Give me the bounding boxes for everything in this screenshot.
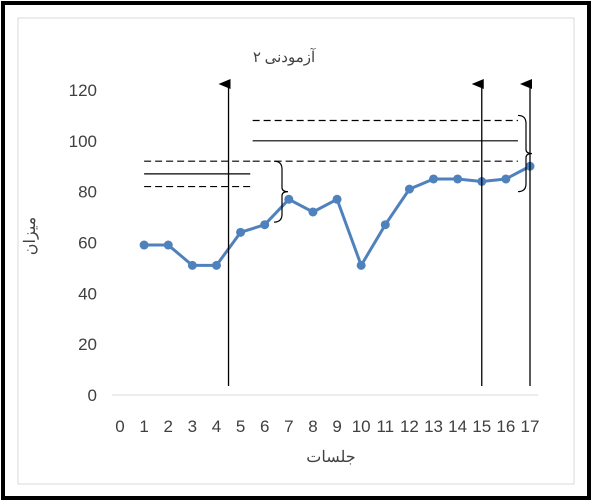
chart-title: آزمودنی ۲	[253, 48, 316, 66]
reference-bands	[144, 119, 518, 188]
x-tick-label: 11	[376, 417, 394, 436]
y-tick-label: 40	[78, 284, 97, 303]
y-tick-label: 80	[78, 183, 97, 202]
x-tick-label: 0	[115, 417, 124, 436]
y-tick-label: 20	[78, 335, 97, 354]
x-tick-label: 7	[284, 417, 293, 436]
data-point	[429, 174, 439, 184]
data-point	[139, 240, 149, 250]
x-tick-label: 1	[139, 417, 148, 436]
data-point	[404, 184, 414, 194]
x-tick-label: 17	[521, 417, 540, 436]
data-series	[139, 161, 535, 270]
data-point	[284, 194, 294, 204]
x-tick-label: 13	[424, 417, 443, 436]
x-tick-label: 14	[448, 417, 467, 436]
x-tick-label: 9	[332, 417, 341, 436]
x-tick-label: 10	[352, 417, 371, 436]
x-tick-label: 15	[472, 417, 491, 436]
y-axis-title: میزان	[22, 217, 39, 255]
x-tick-label: 3	[188, 417, 197, 436]
y-tick-label: 0	[88, 386, 97, 405]
y-tick-label: 60	[78, 234, 97, 253]
y-axis-ticks: 0 20 40 60 80 100 120	[69, 81, 97, 405]
x-tick-label: 4	[212, 417, 221, 436]
data-point	[501, 174, 511, 184]
band-brace	[273, 160, 289, 223]
data-point	[187, 260, 197, 270]
x-tick-label: 16	[496, 417, 515, 436]
data-point	[260, 220, 270, 230]
x-tick-label: 2	[164, 417, 173, 436]
data-point	[332, 194, 342, 204]
x-axis-ticks: 0 1 2 3 4 5 6 7 8 9 10 11 12 13 14 15 16 17	[115, 417, 539, 436]
x-tick-label: 8	[308, 417, 317, 436]
data-point	[236, 227, 246, 237]
x-axis-title: جلسات	[306, 449, 355, 466]
x-tick-label: 12	[400, 417, 419, 436]
y-tick-label: 100	[69, 132, 97, 151]
data-point	[211, 260, 221, 270]
band-braces	[273, 114, 533, 223]
data-point	[356, 260, 366, 270]
y-tick-label: 120	[69, 81, 97, 100]
data-point	[308, 207, 318, 217]
x-tick-label: 5	[236, 417, 245, 436]
phase-change-lines	[218, 79, 532, 386]
data-point	[453, 174, 463, 184]
chart-area-border	[17, 17, 575, 485]
data-point	[380, 220, 390, 230]
band-brace	[517, 114, 533, 193]
x-tick-label: 6	[260, 417, 269, 436]
data-point	[163, 240, 173, 250]
